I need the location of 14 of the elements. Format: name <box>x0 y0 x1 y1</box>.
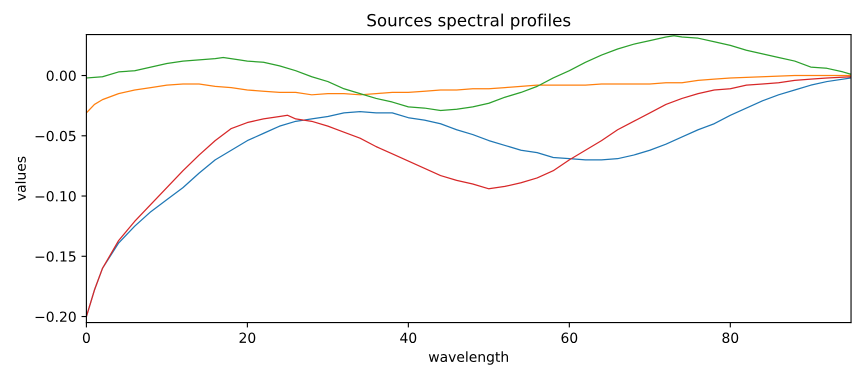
y-tick-label: −0.20 <box>36 312 76 322</box>
y-tick-label: −0.05 <box>36 130 76 142</box>
x-axis-title: wavelength <box>428 351 508 365</box>
y-tick-label: −0.15 <box>36 251 76 262</box>
x-tick-label: 20 <box>240 332 256 344</box>
x-tick-label: 40 <box>400 332 416 344</box>
chart-title: Sources spectral profiles <box>367 14 570 30</box>
line-series <box>86 74 852 114</box>
y-tick-label: 0.00 <box>46 70 76 82</box>
x-tick-label: 0 <box>82 332 90 344</box>
x-tick-label: 80 <box>722 332 738 344</box>
x-tick-label: 60 <box>561 332 578 344</box>
y-tick-label: −0.10 <box>36 191 76 202</box>
y-axis-title: values <box>15 156 26 201</box>
